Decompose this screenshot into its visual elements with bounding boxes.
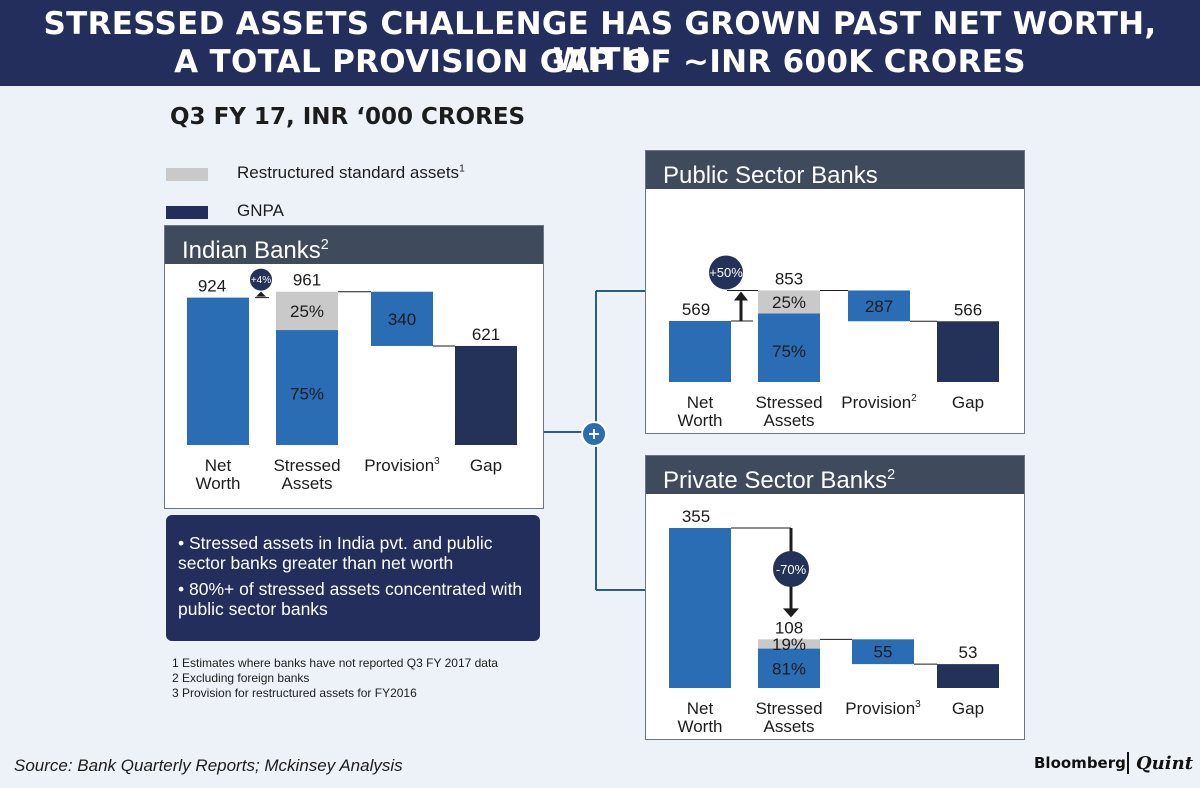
bar-stressed-gnpa — [276, 330, 338, 445]
legend-swatch-restructured — [166, 168, 208, 181]
title-line-1: STRESSED ASSETS CHALLENGE HAS GROWN PAST… — [43, 6, 1157, 78]
arrow-up-icon — [734, 291, 748, 301]
footnote-1: 1 Estimates where banks have not reporte… — [172, 656, 498, 670]
bar-provision — [371, 291, 433, 346]
percent-label-gnpa: 75% — [772, 342, 806, 361]
subtitle: Q3 FY 17, INR ‘000 CRORES — [170, 104, 526, 130]
value-label-provision: 55 — [874, 643, 893, 662]
change-badge-label: +50% — [709, 265, 743, 280]
category-label-gap: Gap — [952, 699, 984, 718]
category-label-gap: Gap — [952, 393, 984, 412]
arrow-up-icon — [256, 291, 266, 297]
bar-net-worth — [669, 528, 731, 688]
percent-label-restructured: 25% — [290, 302, 324, 321]
bar-stressed-restructured — [276, 291, 338, 331]
value-label-gap: 621 — [472, 325, 500, 344]
panel-title: Indian Banks2 — [165, 226, 543, 264]
private-sector-banks-panel: Private Sector Banks2 355 108 55 53 19% 81% Ne… — [645, 455, 1025, 740]
bar-stressed-restructured — [758, 290, 820, 314]
footnote-3: 3 Provision for restructured assets for … — [172, 686, 417, 700]
category-label-net-worth: Net — [205, 456, 232, 475]
bar-stressed-gnpa — [758, 313, 820, 382]
title-line-2: A TOTAL PROVISION GAP OF ~INR 600K CRORE… — [174, 44, 1026, 80]
public-sector-banks-panel: Public Sector Banks 569 853 287 566 25% 75% Ne… — [645, 150, 1025, 434]
percent-label-gnpa: 75% — [290, 384, 324, 403]
category-label-stressed: Assets — [281, 474, 332, 493]
bar-net-worth — [669, 320, 731, 382]
bar-stressed-restructured — [758, 639, 820, 649]
change-badge-label: -70% — [776, 562, 807, 577]
category-label-net-worth: Worth — [677, 411, 722, 430]
category-label-net-worth: Net — [687, 393, 714, 412]
category-label-stressed: Assets — [763, 411, 814, 430]
panel-title: Public Sector Banks — [646, 151, 1024, 189]
legend-label-restructured: Restructured standard assets1 — [237, 163, 465, 182]
category-label-stressed: Stressed — [273, 456, 340, 475]
value-label-gap: 53 — [959, 643, 978, 662]
percent-label-restructured: 19% — [772, 635, 806, 654]
category-label-stressed: Stressed — [755, 699, 822, 718]
category-label-stressed: Stressed — [755, 393, 822, 412]
bar-gap — [937, 664, 999, 688]
footnote-2: 2 Excluding foreign banks — [172, 671, 310, 685]
key-takeaways-box: • Stressed assets in India pvt. and publ… — [166, 515, 540, 641]
change-badge — [773, 551, 809, 588]
value-label-stressed: 108 — [775, 618, 803, 637]
category-label-stressed: Assets — [763, 717, 814, 736]
plus-icon — [581, 421, 607, 447]
bullet-item: • Stressed assets in India pvt. and publ… — [178, 533, 493, 573]
change-badge — [709, 255, 743, 290]
indian-banks-panel: Indian Banks2 924 961 340 621 25% 75% Net Worth… — [164, 225, 544, 509]
change-badge — [250, 268, 272, 291]
bar-provision — [848, 290, 910, 322]
brand-divider — [1127, 752, 1129, 774]
value-label-provision: 287 — [865, 297, 893, 316]
bar-provision — [852, 639, 914, 665]
bullet-item: • 80%+ of stressed assets concentrated w… — [178, 579, 523, 619]
brand-logo-quint: Quint — [1136, 753, 1194, 774]
bar-net-worth — [187, 297, 249, 445]
percent-label-gnpa: 81% — [772, 659, 806, 678]
bar-gap — [455, 345, 517, 445]
bar-stressed-gnpa — [758, 648, 820, 688]
source-note: Source: Bank Quarterly Reports; Mckinsey… — [14, 756, 403, 775]
category-label-net-worth: Worth — [195, 474, 240, 493]
panel-title: Private Sector Banks2 — [646, 456, 1024, 494]
value-label-stressed: 853 — [775, 269, 803, 288]
value-label-net-worth: 569 — [682, 300, 710, 319]
category-label-net-worth: Worth — [677, 717, 722, 736]
category-label-provision: Provision2 — [841, 393, 917, 412]
category-label-net-worth: Net — [687, 699, 714, 718]
value-label-stressed: 961 — [293, 271, 321, 290]
category-label-provision: Provision3 — [845, 699, 921, 718]
arrow-down-icon — [783, 608, 799, 618]
legend-swatch-gnpa — [166, 206, 208, 219]
percent-label-restructured: 25% — [772, 293, 806, 312]
brand-logo-bloomberg: Bloomberg — [1034, 754, 1126, 772]
value-label-provision: 340 — [388, 310, 416, 329]
category-label-provision: Provision3 — [364, 456, 440, 475]
change-badge-label: +4% — [251, 275, 271, 286]
header-banner: STRESSED ASSETS CHALLENGE HAS GROWN PAST… — [0, 0, 1200, 86]
category-label-gap: Gap — [470, 456, 502, 475]
value-label-gap: 566 — [954, 300, 982, 319]
bar-gap — [937, 321, 999, 382]
value-label-net-worth: 355 — [682, 507, 710, 526]
value-label-net-worth: 924 — [198, 277, 226, 296]
legend-label-gnpa: GNPA — [237, 201, 284, 220]
